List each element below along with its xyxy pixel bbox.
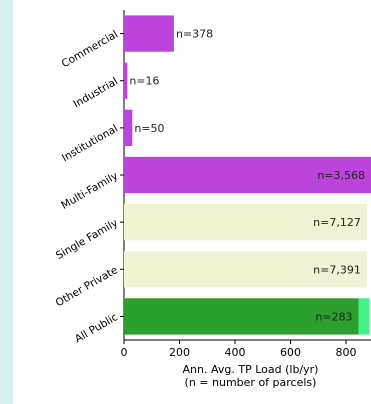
x-axis-note: (n = number of parcels) <box>185 376 317 389</box>
bar-all-public <box>124 298 359 335</box>
bar-commercial <box>124 15 174 52</box>
bar-label-institutional: n=50 <box>134 122 164 135</box>
bar-multi-family <box>124 156 371 194</box>
x-axis-label: Ann. Avg. TP Load (lb/yr) <box>183 363 319 376</box>
x-tick-label-400: 400 <box>225 346 246 359</box>
bars <box>124 15 371 335</box>
y-tick-label-single-family: Single Family <box>54 217 120 262</box>
bar-label-multi-family: n=3,568 <box>317 169 365 182</box>
x-tick-label-200: 200 <box>169 346 190 359</box>
y-tick-label-other-private: Other Private <box>54 264 120 309</box>
x-tick-label-800: 800 <box>336 346 357 359</box>
x-ticks: 0 200 400 600 800 <box>121 340 357 359</box>
x-tick-label-600: 600 <box>280 346 301 359</box>
bar-label-commercial: n=378 <box>176 28 213 41</box>
bar-label-industrial: n=16 <box>129 75 159 88</box>
bar-label-single-family: n=7,127 <box>313 216 361 229</box>
bar-single-family <box>124 203 367 241</box>
bar-all-public-extra <box>358 298 370 335</box>
y-tick-label-commercial: Commercial <box>60 28 120 70</box>
bar-label-all-public: n=283 <box>315 310 352 323</box>
y-tick-label-multi-family: Multi-Family <box>59 170 120 212</box>
bar-other-private <box>124 251 367 288</box>
bar-institutional <box>124 109 133 147</box>
x-tick-label-0: 0 <box>121 346 128 359</box>
y-tick-label-institutional: Institutional <box>60 123 120 165</box>
bar-industrial <box>124 62 128 99</box>
bar-label-other-private: n=7,391 <box>313 263 361 276</box>
y-tick-label-all-public: All Public <box>73 311 120 345</box>
y-ticks: Commercial Industrial Institutional Multi-F… <box>54 28 124 345</box>
y-tick-label-industrial: Industrial <box>71 76 120 111</box>
bar-labels: n=378 n=16 n=50 n=3,568 n=7,127 n=7,391 n=283 <box>129 28 365 324</box>
